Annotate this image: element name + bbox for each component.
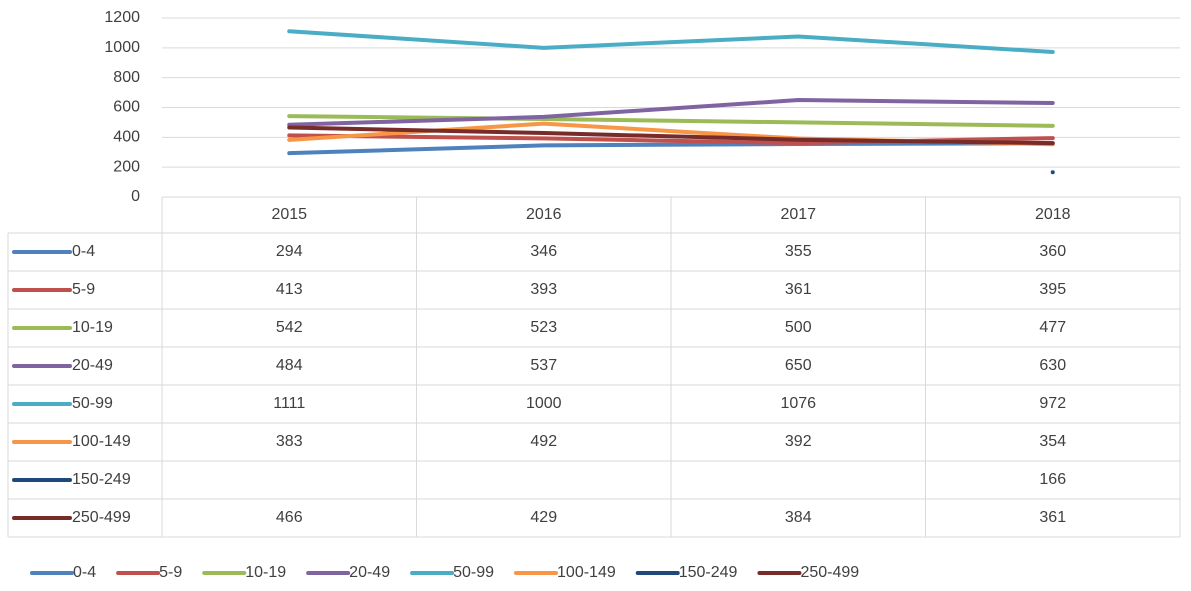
legend-label: 250-499: [800, 564, 859, 581]
table-cell: 484: [276, 357, 303, 374]
series-line: [287, 141, 1055, 156]
series-line: [287, 125, 1055, 146]
row-label: 100-149: [72, 433, 131, 450]
y-tick-label: 400: [113, 129, 140, 146]
series-line: [287, 98, 1055, 127]
legend-label: 5-9: [159, 564, 182, 581]
y-tick-label: 0: [131, 188, 140, 205]
legend-label: 20-49: [349, 564, 390, 581]
row-label: 50-99: [72, 395, 113, 412]
table-cell: 346: [530, 243, 557, 260]
series-line: [287, 114, 1055, 128]
table-cell: 360: [1039, 243, 1066, 260]
legend-label: 50-99: [453, 564, 494, 581]
table-cell: 361: [785, 281, 812, 298]
table-cell: 542: [276, 319, 303, 336]
x-tick-label: 2018: [1035, 206, 1071, 223]
table-cell: 1111: [273, 395, 305, 412]
row-label: 20-49: [72, 357, 113, 374]
row-label: 0-4: [72, 243, 95, 260]
table-cell: 395: [1039, 281, 1066, 298]
table-cell: 355: [785, 243, 812, 260]
y-tick-label: 200: [113, 158, 140, 175]
table-cell: 1076: [780, 395, 816, 412]
table-cell: 392: [785, 433, 812, 450]
table-cell: 477: [1039, 319, 1066, 336]
table-cell: 413: [276, 281, 303, 298]
table-cell: 294: [276, 243, 303, 260]
table-cell: 393: [530, 281, 557, 298]
x-tick-label: 2015: [271, 206, 307, 223]
legend-label: 100-149: [557, 564, 616, 581]
legend-label: 10-19: [245, 564, 286, 581]
row-label: 5-9: [72, 281, 95, 298]
legend-label: 150-249: [679, 564, 738, 581]
x-tick-label: 2017: [780, 206, 816, 223]
table-cell: 1000: [526, 395, 562, 412]
x-tick-label: 2016: [526, 206, 562, 223]
row-label: 10-19: [72, 319, 113, 336]
table-cell: 492: [530, 433, 557, 450]
y-tick-label: 1200: [104, 9, 140, 26]
table-cell: 537: [530, 357, 557, 374]
y-tick-label: 1000: [104, 39, 140, 56]
table-cell: 650: [785, 357, 812, 374]
y-tick-label: 600: [113, 99, 140, 116]
table-cell: 361: [1039, 509, 1066, 526]
y-tick-label: 800: [113, 69, 140, 86]
table-cell: 466: [276, 509, 303, 526]
table-cell: 523: [530, 319, 557, 336]
row-label: 250-499: [72, 509, 131, 526]
table-cell: 429: [530, 509, 557, 526]
table-cell: 166: [1039, 471, 1066, 488]
table-cell: 500: [785, 319, 812, 336]
table-cell: 383: [276, 433, 303, 450]
legend-label: 0-4: [73, 564, 96, 581]
table-cell: 630: [1039, 357, 1066, 374]
table-cell: 972: [1039, 395, 1066, 412]
series-line: [287, 29, 1055, 55]
table-cell: 354: [1039, 433, 1066, 450]
row-label: 150-249: [72, 471, 131, 488]
table-cell: 384: [785, 509, 812, 526]
